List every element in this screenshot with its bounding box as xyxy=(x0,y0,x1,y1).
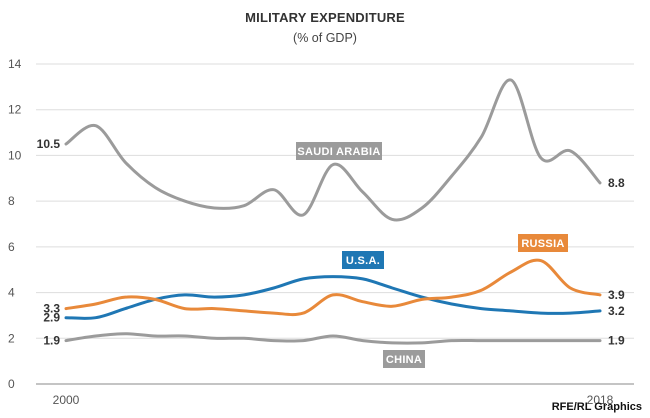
end-value-label-u-s-a: 3.2 xyxy=(608,304,625,318)
x-tick-label: 2018 xyxy=(587,393,614,407)
series-label-u-s-a: U.S.A. xyxy=(346,255,380,267)
x-tick-label: 2000 xyxy=(53,393,80,407)
y-tick-label: 14 xyxy=(8,57,22,71)
end-value-label-saudi-arabia: 8.8 xyxy=(608,176,625,190)
series-label-saudi-arabia: SAUDI ARABIA xyxy=(297,146,380,158)
series-line-saudi-arabia xyxy=(64,78,602,222)
series-label-china: CHINA xyxy=(386,354,422,366)
series-line-russia xyxy=(64,258,602,317)
y-tick-label: 4 xyxy=(8,286,15,300)
chart-subtitle: (% of GDP) xyxy=(293,31,357,45)
start-value-label-china: 1.9 xyxy=(43,334,60,348)
start-value-label-u-s-a: 2.9 xyxy=(43,311,60,325)
chart-labels: 0 2 4 6 8 10 12 14 2000 2018 10.5 8.8 SAUDI ARABIA 2.… xyxy=(8,57,625,407)
y-tick-label: 0 xyxy=(8,377,15,391)
series-label-box-saudi-arabia xyxy=(296,142,382,160)
y-tick-label: 6 xyxy=(8,240,15,254)
y-tick-label: 10 xyxy=(8,148,22,162)
chart-title: MILITARY EXPENDITURE xyxy=(245,10,405,25)
series-label-box-china xyxy=(383,350,425,368)
start-value-label-russia: 3.3 xyxy=(43,302,60,316)
end-value-label-china: 1.9 xyxy=(608,334,625,348)
y-tick-label: 12 xyxy=(8,103,22,117)
series-line-china xyxy=(64,332,602,345)
credit-label: RFE/RL Graphics xyxy=(551,401,642,413)
series-label-box-russia xyxy=(518,234,568,252)
end-value-label-russia: 3.9 xyxy=(608,288,625,302)
series-lines xyxy=(64,78,602,345)
series-label-box-u-s-a xyxy=(342,251,384,269)
series-label-russia: RUSSIA xyxy=(521,238,564,250)
y-tick-label: 8 xyxy=(8,194,15,208)
start-value-label-saudi-arabia: 10.5 xyxy=(37,137,61,151)
y-tick-label: 2 xyxy=(8,331,15,345)
